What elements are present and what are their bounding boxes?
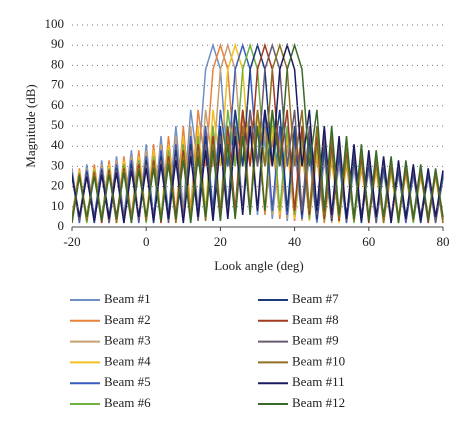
y-tick-label: 70: [51, 77, 64, 92]
x-tick-label: 40: [288, 234, 301, 249]
y-tick-label: 100: [45, 16, 65, 31]
x-axis-label: Look angle (deg): [214, 258, 304, 273]
legend-label: Beam #3: [104, 333, 151, 348]
x-tick-label: -20: [63, 234, 80, 249]
plot-area: [72, 42, 444, 224]
y-tick-label: 30: [51, 157, 64, 172]
legend-label: Beam #2: [104, 312, 151, 327]
legend-label: Beam #9: [292, 333, 339, 348]
legend-label: Beam #1: [104, 291, 151, 306]
legend-label: Beam #12: [292, 395, 345, 410]
legend-label: Beam #4: [104, 353, 151, 368]
y-tick-label: 20: [51, 178, 64, 193]
y-tick-label: 50: [51, 117, 64, 132]
x-tick-label: 20: [214, 234, 227, 249]
legend-label: Beam #10: [292, 353, 345, 368]
legend-label: Beam #5: [104, 374, 151, 389]
x-tick-label: 60: [362, 234, 375, 249]
legend-label: Beam #11: [292, 374, 345, 389]
y-tick-label: 0: [58, 218, 65, 233]
y-axis-label: Magnitude (dB): [23, 84, 38, 167]
x-tick-label: 80: [437, 234, 450, 249]
y-tick-label: 40: [51, 137, 64, 152]
y-tick-label: 80: [51, 56, 64, 71]
beam-line: [72, 42, 444, 224]
y-tick-label: 10: [51, 198, 64, 213]
legend-label: Beam #8: [292, 312, 339, 327]
legend-label: Beam #6: [104, 395, 151, 410]
y-tick-label: 60: [51, 97, 64, 112]
y-tick-label: 90: [51, 36, 64, 51]
x-tick-label: 0: [143, 234, 150, 249]
legend-label: Beam #7: [292, 291, 339, 306]
